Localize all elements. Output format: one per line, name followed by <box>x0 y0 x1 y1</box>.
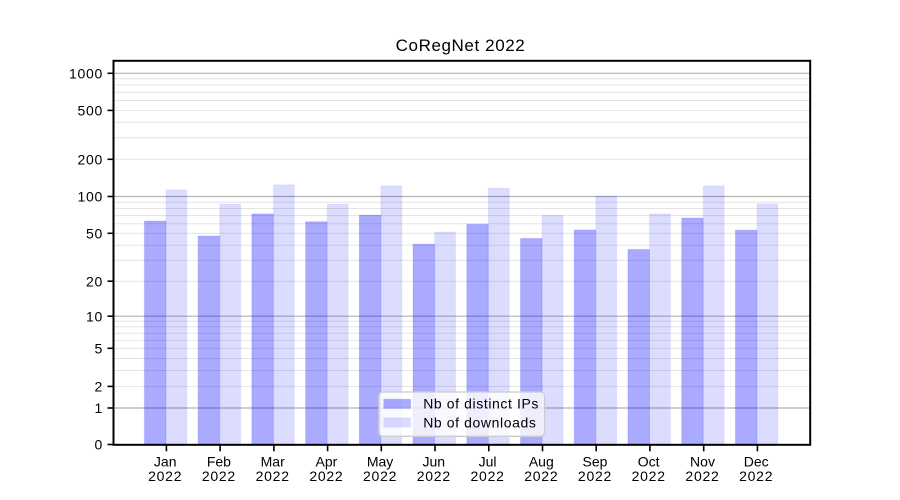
svg-text:0: 0 <box>95 437 104 453</box>
svg-text:Mar: Mar <box>261 453 285 469</box>
svg-text:Jun: Jun <box>423 453 446 469</box>
svg-text:20: 20 <box>86 273 103 289</box>
svg-text:100: 100 <box>77 189 103 205</box>
svg-text:200: 200 <box>77 151 103 167</box>
svg-text:Dec: Dec <box>744 453 769 469</box>
svg-text:2022: 2022 <box>148 468 182 484</box>
svg-text:5: 5 <box>95 340 104 356</box>
svg-text:2022: 2022 <box>632 468 666 484</box>
svg-text:2022: 2022 <box>363 468 397 484</box>
svg-text:2022: 2022 <box>256 468 290 484</box>
svg-text:CoRegNet 2022: CoRegNet 2022 <box>396 36 526 55</box>
svg-text:2022: 2022 <box>417 468 451 484</box>
svg-text:500: 500 <box>77 103 103 119</box>
svg-text:Sep: Sep <box>583 453 608 469</box>
svg-text:2022: 2022 <box>309 468 343 484</box>
svg-text:2022: 2022 <box>524 468 558 484</box>
svg-text:Feb: Feb <box>207 453 231 469</box>
svg-text:2022: 2022 <box>202 468 236 484</box>
svg-text:1000: 1000 <box>69 65 103 81</box>
svg-text:Oct: Oct <box>638 453 660 469</box>
svg-text:2: 2 <box>95 379 104 395</box>
svg-text:Nb of downloads: Nb of downloads <box>423 414 536 430</box>
svg-text:2022: 2022 <box>471 468 505 484</box>
svg-text:Nb of distinct IPs: Nb of distinct IPs <box>423 396 539 412</box>
svg-text:Jul: Jul <box>479 453 497 469</box>
svg-text:May: May <box>367 453 393 469</box>
svg-text:Nov: Nov <box>690 453 715 469</box>
svg-text:2022: 2022 <box>739 468 773 484</box>
svg-text:10: 10 <box>86 308 103 324</box>
svg-text:1: 1 <box>95 400 104 416</box>
svg-text:2022: 2022 <box>578 468 612 484</box>
svg-text:Jan: Jan <box>154 453 177 469</box>
svg-text:2022: 2022 <box>685 468 719 484</box>
svg-text:50: 50 <box>86 225 103 241</box>
svg-text:Aug: Aug <box>529 453 554 469</box>
svg-text:Apr: Apr <box>316 453 338 469</box>
